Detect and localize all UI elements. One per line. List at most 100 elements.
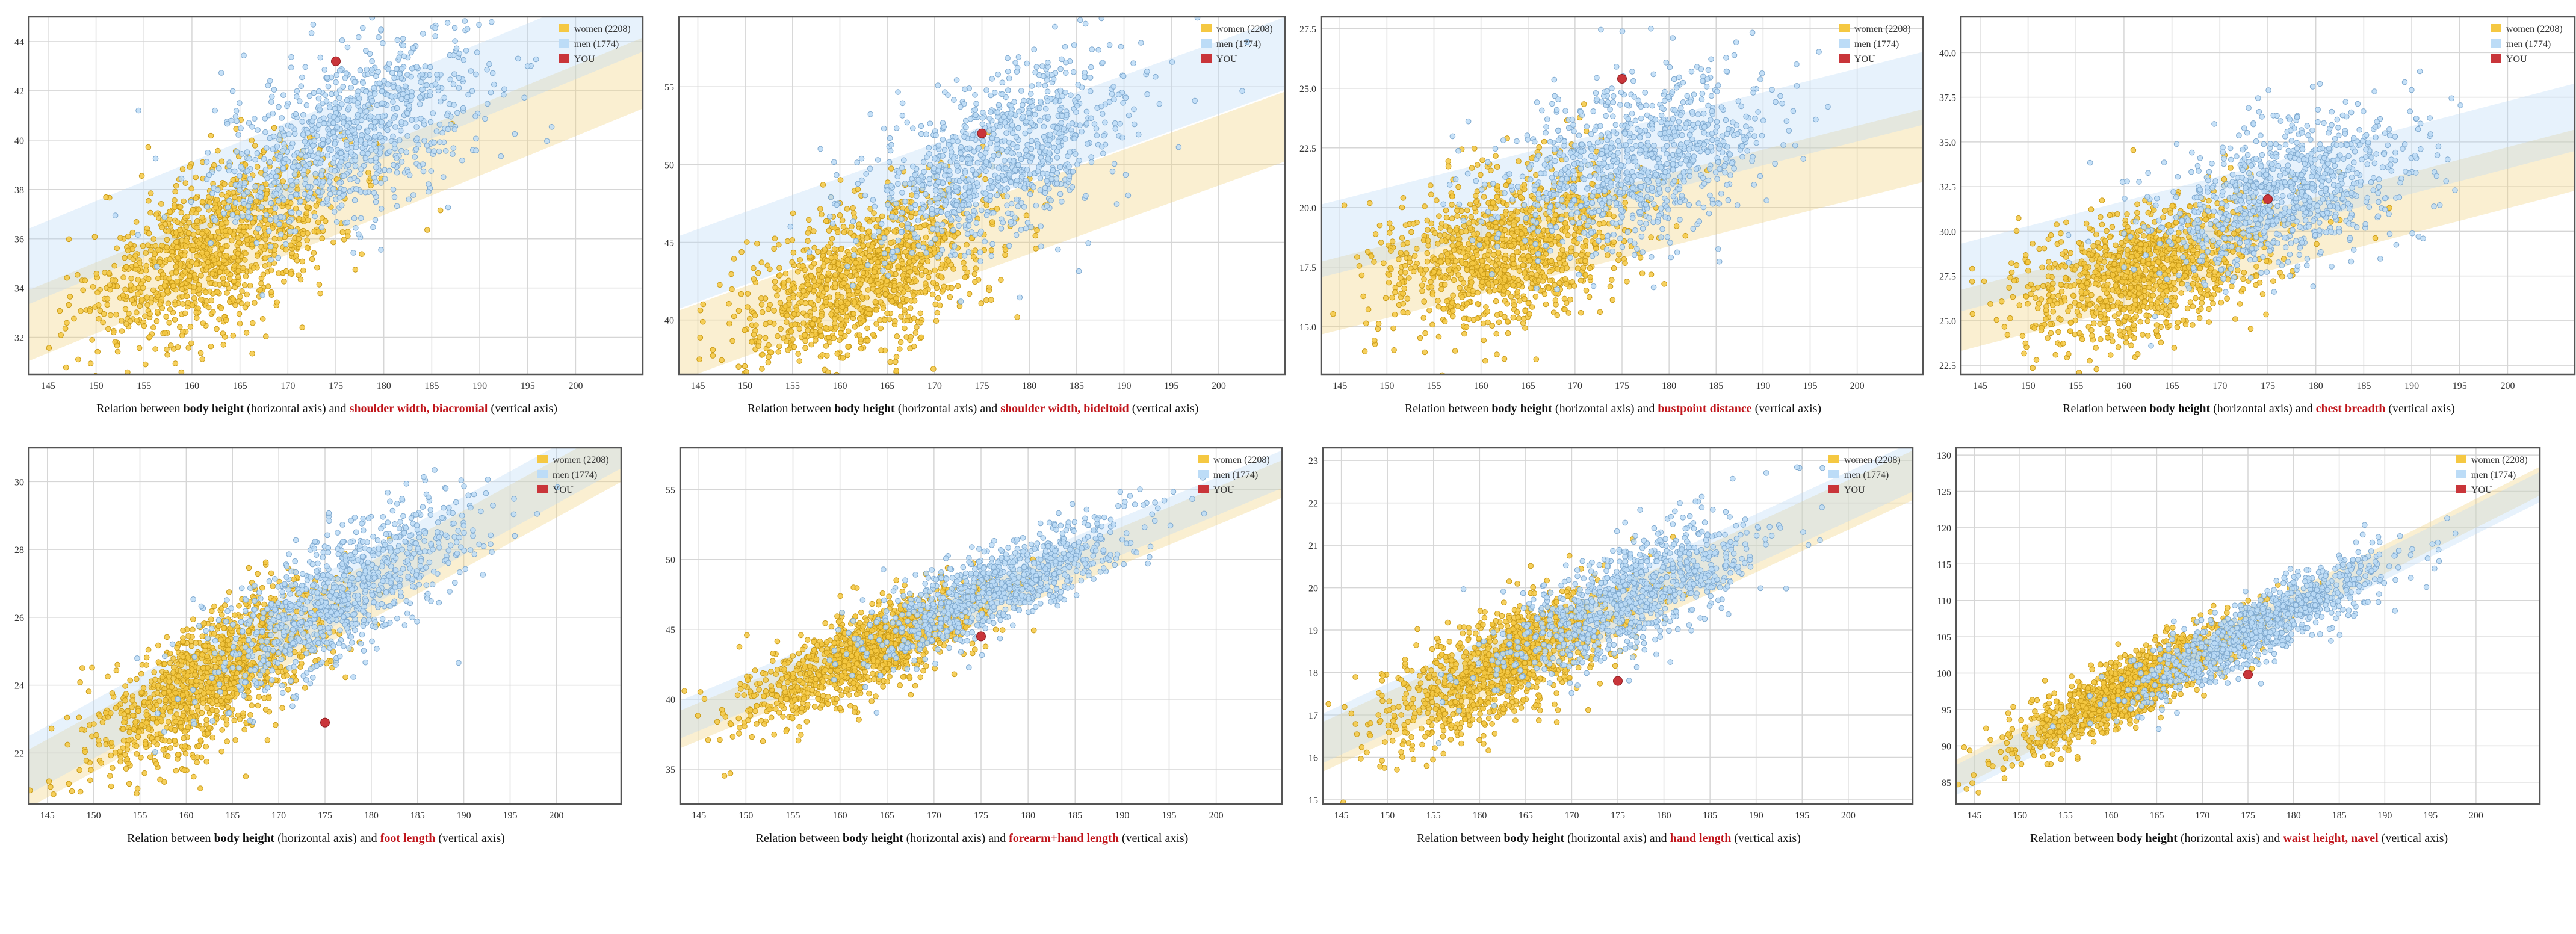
women-point: [230, 296, 237, 303]
legend-you[interactable]: YOU: [559, 54, 595, 64]
women-point: [845, 300, 852, 306]
women-point: [1419, 288, 1425, 294]
men-point: [302, 138, 308, 144]
women-point: [1547, 277, 1553, 284]
women-point: [226, 276, 233, 282]
men-point: [1131, 106, 1137, 113]
women-point: [811, 244, 818, 251]
women-point: [778, 326, 784, 332]
women-points: [1311, 101, 1711, 374]
men-point: [277, 214, 283, 220]
men-point: [888, 182, 894, 189]
women-point: [1354, 254, 1360, 260]
men-point: [898, 229, 905, 235]
men-point: [473, 147, 479, 153]
men-point: [1075, 94, 1082, 101]
men-point: [371, 119, 378, 125]
men-point: [436, 122, 443, 128]
women-point: [214, 326, 220, 332]
men-point: [205, 149, 211, 156]
women-point: [878, 325, 884, 332]
men-point: [299, 74, 305, 81]
men-point: [408, 8, 413, 13]
men-point: [885, 273, 891, 279]
women-point: [96, 315, 102, 322]
women-point: [75, 271, 81, 278]
men-point: [265, 82, 271, 88]
women-point: [1002, 252, 1008, 258]
women-point: [1548, 258, 1555, 264]
men-point: [444, 112, 450, 119]
men-point: [1101, 132, 1107, 139]
women-point: [188, 340, 194, 347]
men-point: [438, 98, 444, 105]
men-point: [394, 169, 400, 176]
men-point: [911, 230, 918, 237]
women-point: [82, 277, 88, 283]
men-point: [1014, 196, 1020, 203]
men-point: [270, 146, 276, 152]
men-point: [343, 152, 350, 159]
women-point: [1621, 238, 1627, 244]
men-point: [246, 155, 253, 162]
women-point: [1311, 276, 1316, 282]
men-point: [933, 132, 939, 138]
men-point: [249, 124, 255, 130]
women-point: [199, 214, 205, 221]
men-point: [314, 133, 320, 139]
legend-you[interactable]: YOU: [1201, 54, 1237, 64]
men-point: [450, 52, 457, 58]
men-point: [400, 42, 407, 49]
men-point: [385, 66, 392, 72]
men-point: [973, 101, 979, 107]
women-point: [136, 345, 143, 351]
men-point: [1035, 143, 1041, 150]
men-point: [426, 147, 432, 153]
women-point: [211, 162, 217, 169]
women-point: [816, 278, 822, 284]
men-point: [488, 19, 495, 25]
women-point: [880, 305, 887, 311]
men-point: [276, 137, 282, 143]
men-point: [1071, 42, 1077, 48]
legend-label: women (2208): [574, 24, 631, 34]
men-point: [279, 115, 285, 121]
men-point: [365, 128, 371, 135]
women-point: [235, 235, 241, 241]
women-point: [911, 243, 917, 250]
women-point: [795, 351, 801, 357]
you-marker[interactable]: [331, 56, 341, 66]
women-point: [150, 236, 157, 242]
legend-men[interactable]: men (1774): [1201, 39, 1261, 49]
women-point: [352, 267, 359, 273]
women-point: [952, 234, 958, 240]
women-point: [1392, 311, 1398, 318]
men-point: [293, 111, 299, 117]
women-point: [745, 304, 751, 310]
men-point: [259, 292, 265, 298]
men-point: [881, 235, 887, 241]
women-point: [819, 304, 826, 310]
men-point: [303, 102, 310, 108]
women-point: [918, 251, 924, 258]
men-point: [1071, 135, 1077, 141]
you-marker[interactable]: [977, 128, 987, 138]
men-point: [896, 169, 902, 176]
women-point: [1611, 239, 1617, 246]
men-point: [1044, 88, 1051, 94]
women-point: [923, 268, 929, 274]
women-point: [1449, 193, 1455, 200]
legend-women[interactable]: women (2208): [559, 24, 631, 34]
women-point: [1386, 272, 1392, 278]
women-point: [122, 306, 129, 312]
men-point: [1028, 120, 1035, 126]
women-point: [167, 306, 173, 312]
legend-women[interactable]: women (2208): [1201, 24, 1273, 34]
women-point: [1506, 178, 1512, 184]
men-point: [463, 48, 469, 54]
legend-men[interactable]: men (1774): [559, 39, 619, 49]
women-point: [743, 369, 749, 374]
men-point: [1113, 201, 1120, 207]
women-point: [897, 339, 904, 345]
women-point: [696, 356, 702, 363]
